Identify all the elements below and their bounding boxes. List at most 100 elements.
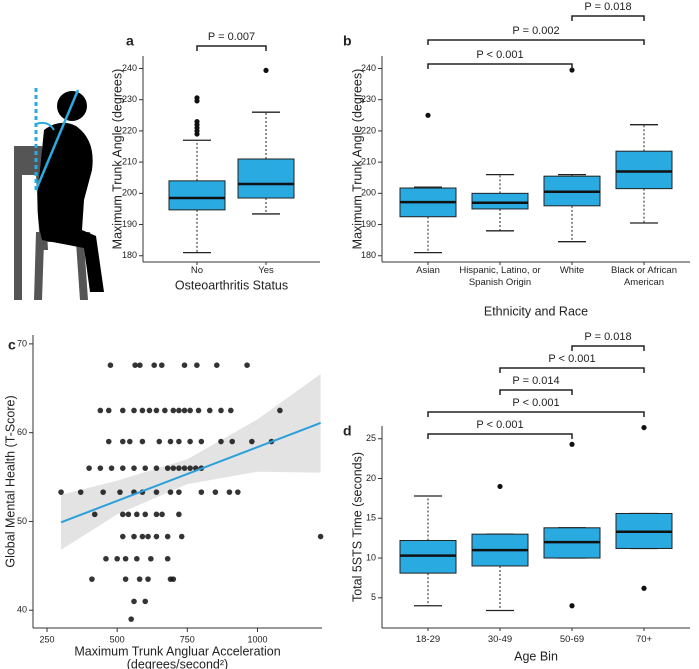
- point: [162, 407, 168, 414]
- point: [128, 616, 135, 622]
- outlier: [569, 67, 575, 73]
- y-tick-label: 15: [366, 513, 376, 523]
- x-tick-label: 250: [40, 634, 55, 644]
- point: [164, 465, 171, 471]
- point: [97, 407, 104, 414]
- box: [471, 192, 529, 210]
- point: [153, 511, 160, 518]
- x-tick-label: 750: [180, 634, 195, 644]
- point: [131, 465, 137, 471]
- y-tick-label: 180: [361, 250, 376, 260]
- x-axis-label: Maximum Trunk Angluar Acceleration: [74, 644, 280, 658]
- y-tick-label: 20: [366, 473, 376, 483]
- outlier: [425, 112, 431, 118]
- point: [119, 407, 126, 414]
- y-tick-label: 190: [361, 219, 376, 229]
- outlier: [497, 483, 503, 490]
- x-tick-label-box: No: [190, 265, 204, 276]
- point: [122, 555, 129, 562]
- point: [249, 438, 255, 445]
- point: [176, 438, 182, 445]
- point: [77, 489, 84, 495]
- x-axis-label: Age Bin: [514, 649, 558, 663]
- trunk-line: [34, 89, 80, 191]
- x-tick-label: 70+: [635, 634, 653, 645]
- point: [97, 465, 104, 471]
- y-tick-label: 210: [122, 156, 137, 166]
- point: [151, 362, 158, 368]
- point: [195, 407, 202, 414]
- y-tick-label: 220: [361, 125, 376, 135]
- x-tick-label: 18-29: [415, 634, 441, 645]
- point: [134, 555, 140, 562]
- x-tick-label-box: Hispanic, Latino, or Spanish Origin: [459, 265, 540, 288]
- p-value: P = 0.014: [512, 375, 559, 387]
- point: [167, 438, 174, 445]
- point: [105, 407, 112, 414]
- point: [198, 489, 205, 495]
- point: [235, 489, 241, 495]
- y-axis-label: Total 5STS Time (seconds): [350, 452, 364, 602]
- angle-arc: [35, 121, 55, 131]
- x-tick-label: No: [190, 265, 204, 276]
- panel-label: b: [343, 33, 352, 49]
- p-value: P = 0.002: [512, 25, 559, 37]
- point: [156, 438, 163, 445]
- point: [132, 362, 138, 368]
- comparison-bracket: [427, 39, 645, 45]
- point: [139, 533, 146, 540]
- point: [187, 465, 193, 471]
- point: [148, 555, 154, 562]
- y-tick-label: 180: [122, 250, 137, 260]
- panel-label: a: [126, 33, 134, 49]
- point: [117, 489, 123, 495]
- y-tick-label: 60: [17, 427, 27, 437]
- y-tick-label: 230: [122, 94, 137, 104]
- seated-person-icon: [14, 86, 104, 300]
- point: [153, 465, 160, 471]
- x-tick-label: Yes: [258, 265, 274, 276]
- x-tick-label: 500: [110, 634, 125, 644]
- p-value: P < 0.001: [512, 397, 559, 409]
- point: [153, 407, 160, 414]
- point: [153, 533, 160, 540]
- y-tick-label: 50: [17, 516, 27, 526]
- x-tick-label-box: Asian: [416, 265, 440, 276]
- point: [89, 576, 95, 582]
- point: [176, 465, 182, 471]
- point: [158, 362, 165, 368]
- comparison-bracket: [571, 345, 645, 351]
- p-value: P = 0.018: [584, 331, 631, 343]
- point: [145, 576, 151, 582]
- y-tick-label: 40: [17, 605, 27, 615]
- x-tick-label: 30-49: [487, 634, 513, 645]
- point: [142, 511, 149, 518]
- point: [139, 407, 146, 414]
- point: [103, 555, 109, 562]
- x-tick-label-box: 70+: [635, 634, 653, 645]
- p-value: P < 0.001: [476, 49, 523, 61]
- point: [114, 555, 120, 562]
- point: [145, 533, 151, 540]
- comparison-bracket: [499, 389, 573, 395]
- point: [131, 407, 137, 414]
- comparison-bracket: [427, 433, 573, 439]
- point: [107, 362, 114, 368]
- point: [164, 555, 171, 562]
- y-tick-label: 190: [122, 219, 137, 229]
- y-axis-label: Maximum Trunk Angle (degrees): [350, 69, 364, 250]
- y-tick-label: 10: [366, 552, 376, 562]
- x-tick-label-box: White: [559, 265, 585, 276]
- point: [86, 465, 92, 471]
- x-tick-label-box: 50-69: [560, 634, 584, 645]
- point: [131, 533, 137, 540]
- point: [228, 407, 234, 414]
- point: [176, 489, 182, 495]
- box: [168, 180, 226, 211]
- x-tick-label-box: Yes: [258, 265, 274, 276]
- y-tick-label: 200: [361, 188, 376, 198]
- x-tick-label-box: 18-29: [415, 634, 441, 645]
- x-tick-label: White: [559, 265, 585, 276]
- x-tick-label: Asian: [416, 265, 440, 276]
